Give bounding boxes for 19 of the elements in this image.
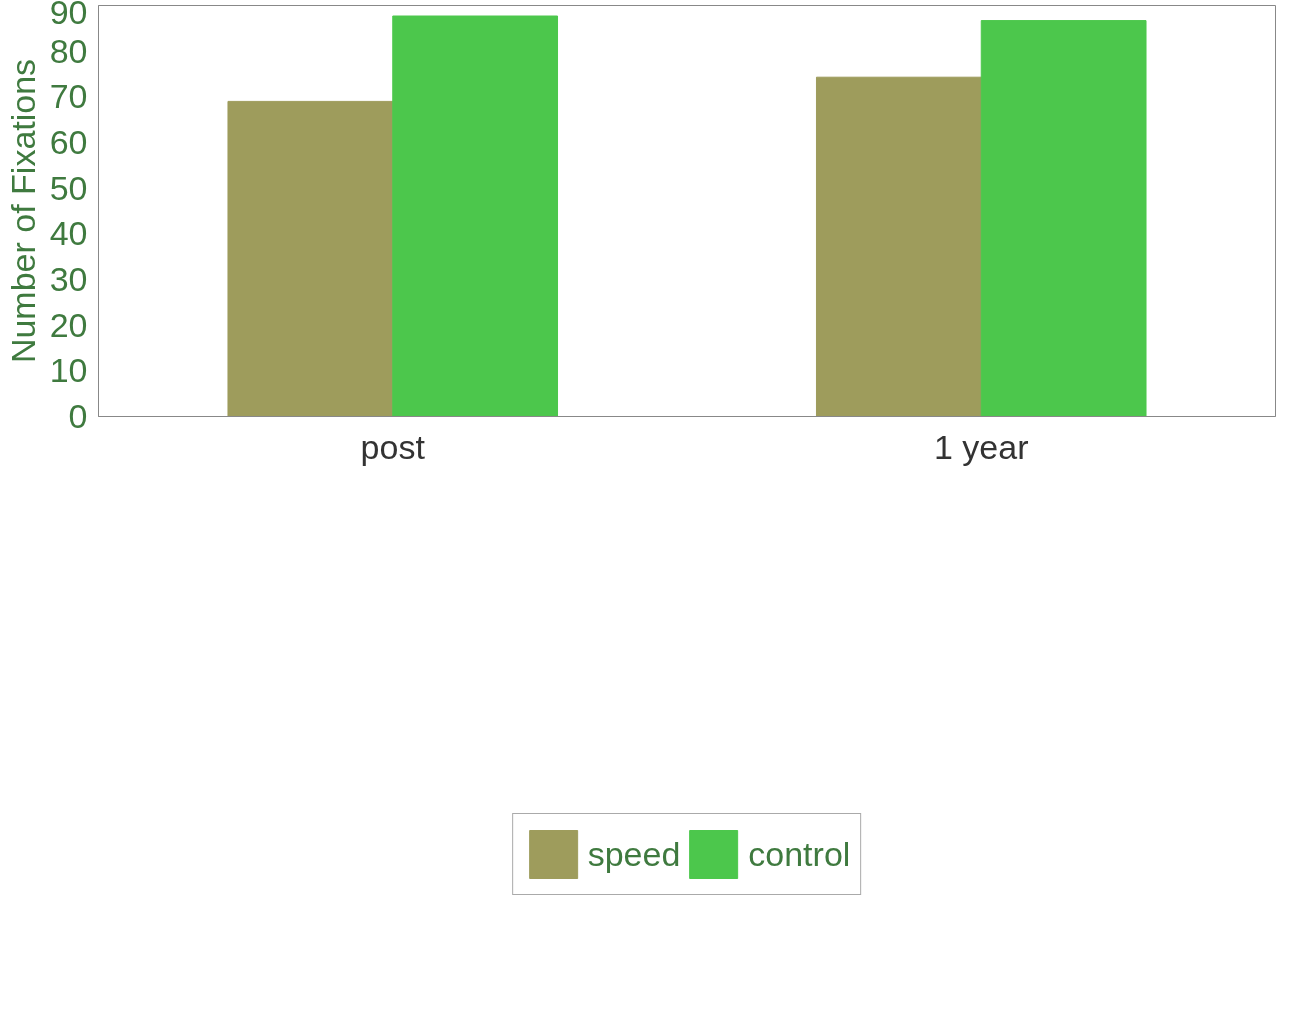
y-tick-label: 20 xyxy=(49,305,88,344)
y-tick-label: 50 xyxy=(49,168,88,207)
y-tick-label: 10 xyxy=(49,351,88,390)
y-tick-label: 40 xyxy=(49,214,88,253)
bar xyxy=(227,100,394,417)
bar xyxy=(815,76,982,417)
y-tick-label: 30 xyxy=(49,260,88,298)
y-tick-label: 70 xyxy=(49,77,88,116)
y-axis-title: Number of Fixations xyxy=(3,58,42,364)
legend-label: speed xyxy=(587,834,681,874)
y-tick-label: 80 xyxy=(49,31,88,70)
y-tick-label: 0 xyxy=(68,397,88,435)
legend-label: control xyxy=(748,834,851,874)
bar xyxy=(980,20,1147,417)
y-tick-label: 90 xyxy=(49,0,88,31)
bar xyxy=(392,15,559,417)
x-tick-label: post xyxy=(360,427,426,466)
y-tick-label: 60 xyxy=(49,123,88,161)
x-tick-label: 1 year xyxy=(934,427,1029,466)
